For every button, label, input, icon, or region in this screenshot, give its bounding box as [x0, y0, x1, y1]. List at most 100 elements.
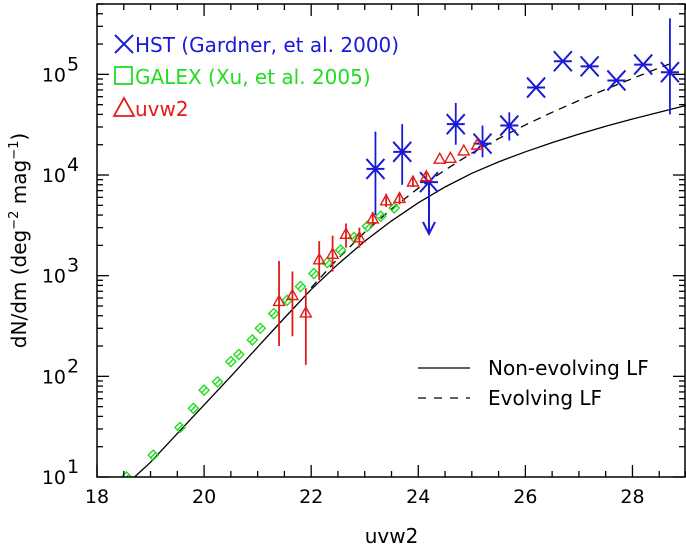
- y-tick-label: 10: [42, 366, 66, 388]
- galex-point-diamond: [361, 220, 374, 233]
- x-axis-title: uvw2: [365, 524, 419, 547]
- uvw2-point: [272, 294, 286, 307]
- galex-point: [254, 322, 267, 335]
- galex-point-slash: [249, 336, 256, 343]
- galex-point: [294, 280, 307, 293]
- galex-point-slash: [235, 351, 242, 358]
- galex-point-diamond: [334, 243, 347, 256]
- y-axis-title-exponent: −2: [7, 211, 22, 230]
- y-tick-label: 10: [42, 467, 66, 489]
- non-evolving-lf-curve: [134, 104, 686, 477]
- uvw2-point: [325, 246, 340, 259]
- hst-point: [446, 113, 466, 135]
- legend: HST (Gardner, et al. 2000) GALEX (Xu, et …: [112, 33, 649, 410]
- hst-point: [499, 114, 520, 137]
- galex-point-slash: [201, 387, 208, 394]
- y-axis-title-part: ): [7, 133, 31, 141]
- galex-point-diamond: [187, 402, 200, 415]
- uvw2-point: [379, 193, 393, 206]
- galex-point: [174, 421, 186, 434]
- plot-area: [120, 18, 686, 477]
- galex-point-slash: [214, 378, 221, 385]
- galex-point-diamond: [232, 348, 245, 361]
- galex-point-diamond: [267, 307, 280, 320]
- uvw2-point: [312, 252, 326, 265]
- hst-point: [365, 158, 386, 180]
- uvw2-point: [339, 226, 353, 240]
- uvw2-point: [443, 150, 458, 163]
- uvw2-point: [285, 288, 300, 301]
- y-tick-label-exponent: 4: [67, 154, 79, 176]
- galex-point-diamond: [254, 322, 267, 335]
- x-tick-label: 24: [406, 486, 430, 508]
- x-tick-label: 22: [299, 486, 323, 508]
- hst-point: [660, 61, 680, 83]
- galex-point-slash: [177, 424, 183, 431]
- galex-point: [388, 202, 401, 215]
- galex-point: [198, 384, 211, 397]
- x-tick-label: 20: [192, 486, 216, 508]
- galex-point-slash: [297, 283, 304, 290]
- hst-point: [472, 132, 493, 155]
- y-tick-label-exponent: 2: [67, 355, 79, 377]
- galex-point-diamond: [211, 375, 224, 388]
- uvw2-point: [470, 137, 484, 150]
- galex-point: [120, 471, 133, 477]
- galex-point-diamond: [388, 202, 401, 215]
- hst-point: [606, 69, 627, 92]
- galex-point: [224, 355, 237, 368]
- uvw2-point: [392, 191, 407, 204]
- legend-uvw2-marker: [112, 96, 136, 117]
- y-axis-title-part: mag: [7, 160, 31, 211]
- uvw2-point: [406, 174, 420, 187]
- legend-hst-marker-stroke: [114, 34, 134, 54]
- y-tick-label: 10: [42, 266, 66, 288]
- galex-point-slash: [257, 325, 264, 332]
- galex-point: [211, 375, 224, 388]
- galex-point-diamond: [281, 294, 294, 307]
- galex-point-slash: [337, 246, 344, 253]
- legend-label: GALEX (Xu, et al. 2005): [135, 65, 371, 89]
- galex-point: [307, 267, 320, 280]
- galex-point-slash: [377, 213, 384, 220]
- hst-point: [553, 50, 573, 72]
- hst-point: [392, 141, 412, 163]
- x-tick-label: 18: [85, 486, 109, 508]
- uvw2-point: [457, 143, 471, 156]
- y-tick-label-exponent: 5: [67, 53, 79, 75]
- galex-point-slash: [227, 358, 234, 365]
- x-tick-label: 26: [513, 486, 537, 508]
- hst-point: [579, 55, 600, 78]
- galex-point-diamond: [174, 421, 186, 434]
- y-axis-title-part: dN/dm (deg: [7, 230, 31, 348]
- galex-point-diamond: [307, 267, 320, 280]
- galex-point: [246, 333, 259, 346]
- y-tick-label-exponent: 3: [67, 255, 79, 277]
- galex-point-diamond: [147, 449, 160, 462]
- galex-point-diamond: [294, 280, 307, 293]
- y-axis-title: dN/dm (deg−2 mag−1): [7, 133, 31, 348]
- legend-line-label: Evolving LF: [488, 386, 602, 410]
- galex-point-slash: [391, 205, 398, 212]
- uvw2-point: [366, 211, 380, 224]
- evolving-lf-curve: [310, 62, 673, 289]
- galex-point: [147, 449, 160, 462]
- galex-point: [374, 210, 387, 223]
- uvw2-point: [433, 151, 447, 164]
- y-axis-title-exponent: −1: [7, 141, 22, 160]
- galex-point-slash: [364, 223, 371, 230]
- y-tick-label-exponent: 1: [67, 456, 79, 478]
- galex-point-slash: [310, 270, 317, 277]
- galex-point-slash: [270, 310, 277, 317]
- y-tick-label: 10: [42, 64, 66, 86]
- legend-line-label: Non-evolving LF: [488, 356, 649, 380]
- galex-point-diamond: [198, 384, 211, 397]
- hst-point: [633, 53, 653, 76]
- galex-point: [232, 348, 245, 361]
- uvw2-point: [352, 230, 367, 243]
- x-tick-label: 28: [620, 486, 644, 508]
- galex-point-diamond: [321, 256, 334, 269]
- legend-label: HST (Gardner, et al. 2000): [135, 33, 399, 57]
